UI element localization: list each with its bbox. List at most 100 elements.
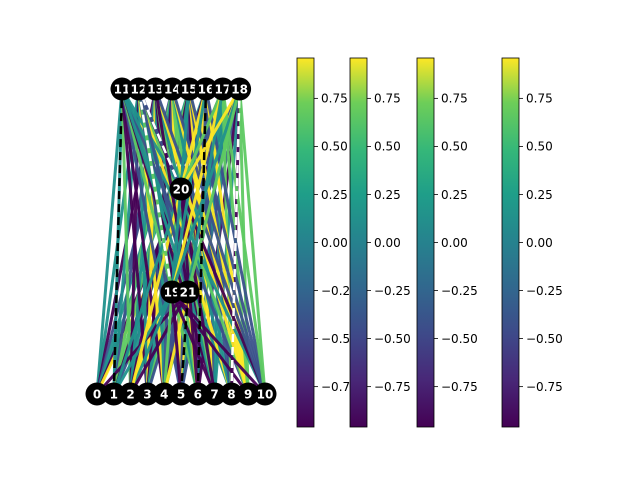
colorbar-tick-label: 0.50 [374,140,401,154]
node-label: 11 [114,83,131,97]
node-circle [85,382,109,406]
edge-4-11 [120,88,166,395]
node-18: 18 [228,77,252,101]
colorbar-4: 0.75 0.50 0.25 0.00 −0.25 −0.50 −0.75 [501,57,563,428]
node-16: 16 [194,77,218,101]
colorbar-tick-label: −0.50 [374,332,411,346]
node-15: 15 [177,77,201,101]
node-circle [169,382,193,406]
colorbar-tick-label: −0.50 [441,332,478,346]
node-7: 7 [203,382,227,406]
edge-18-21 [186,88,242,293]
node-label: 12 [130,83,147,97]
node-circle [228,77,252,101]
node-5: 5 [169,382,193,406]
node-label: 10 [257,388,274,402]
node-2: 2 [119,382,143,406]
node-circle [177,77,201,101]
colorbar-tick-label: 0.00 [374,236,401,250]
dashed-edge-12-19 [137,88,174,293]
node-circle [110,77,134,101]
colorbar-tick-label: 0.75 [526,92,553,106]
edge-17-20 [179,88,225,190]
colorbar-tick-label: 0.50 [526,140,553,154]
colorbar-tick-label: 0.75 [374,92,401,106]
node-circle [144,77,168,101]
node-label: 0 [93,388,101,402]
colorbar-gradient [416,57,435,428]
edge-17-19 [170,88,225,293]
node-label: 18 [231,83,248,97]
node-label: 21 [180,286,197,300]
node-circle [160,77,184,101]
colorbar-2: 0.75 0.50 0.25 0.00 −0.25 −0.50 −0.75 [349,57,411,428]
colorbars: 0.750.500.250.00−0.25−0.50−0.750.750.500… [296,57,563,428]
node-4: 4 [152,382,176,406]
node-9: 9 [236,382,260,406]
dashed-edge-1-11 [112,88,124,395]
edge-10-16 [204,88,267,395]
node-label: 14 [164,83,181,97]
node-label: 16 [198,83,215,97]
dashed-edges [112,88,241,395]
edge-7-19 [170,291,216,395]
node-label: 15 [181,83,198,97]
node-13: 13 [144,77,168,101]
dashed-edge-20-12 [137,88,183,190]
node-circle [219,382,243,406]
node-circle [236,382,260,406]
dashed-edge-5-21 [179,291,190,395]
colorbar-tick-label: 0.25 [321,188,348,202]
node-circle [160,280,184,304]
colorbar-gradient [349,57,368,428]
edge-0-11 [95,88,124,395]
edge-2-19 [129,291,174,395]
node-circle [203,382,227,406]
colorbar-tick-label: −0.25 [526,284,563,298]
node-label: 6 [194,388,202,402]
node-label: 5 [177,388,185,402]
colorbar-tick-label: 0.75 [321,92,348,106]
colorbar-tick-label: −0.25 [374,284,411,298]
node-label: 13 [147,83,164,97]
node-label: 20 [173,183,190,197]
node-label: 2 [126,388,134,402]
colorbar-tick-label: −0.25 [441,284,478,298]
node-6: 6 [186,382,210,406]
edge-6-11 [120,88,200,395]
node-circle [135,382,159,406]
colorbar-tick-label: −0.50 [321,332,358,346]
colorbar-tick-label: −0.75 [374,380,411,394]
colorbar-tick-label: 0.25 [441,188,468,202]
node-3: 3 [135,382,159,406]
node-circle [152,382,176,406]
node-20: 20 [169,177,193,201]
node-label: 9 [244,388,252,402]
node-circle [253,382,277,406]
colorbar-tick-label: −0.75 [441,380,478,394]
node-14: 14 [160,77,184,101]
node-circle [211,77,235,101]
colorbar-gradient [296,57,315,428]
edge-18-19 [170,88,242,293]
node-circle [194,77,218,101]
colorbar-tick-label: 0.00 [526,236,553,250]
edge-5-19 [170,291,183,395]
node-label: 4 [160,388,168,402]
dashed-edge-8-18 [230,88,241,395]
edge-18-20 [179,88,241,190]
edge-4-19 [162,291,174,395]
colorbar-tick-label: 0.25 [374,188,401,202]
colorbar-1: 0.75 0.50 0.25 0.00 −0.25 −0.50 −0.75 [296,57,358,428]
node-17: 17 [211,77,235,101]
colorbar-tick-label: 0.00 [441,236,468,250]
colorbar-tick-label: 0.00 [321,236,348,250]
edge-10-14 [170,88,267,395]
colorbar-tick-label: −0.75 [526,380,563,394]
node-label: 19 [164,286,181,300]
node-label: 8 [227,388,235,402]
dashed-edge-6-16 [196,88,208,395]
edge-10-17 [221,88,267,395]
